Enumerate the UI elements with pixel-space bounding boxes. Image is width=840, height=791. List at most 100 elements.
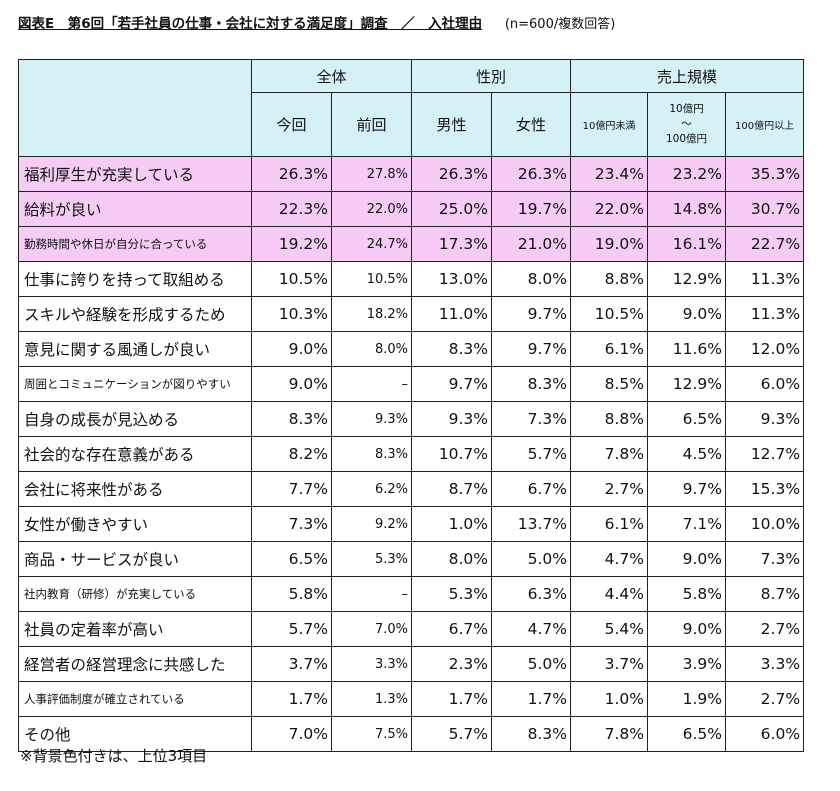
value-cell: 5.7% [251,611,332,647]
value-cell: 1.7% [491,681,572,717]
value-cell: 15.3% [725,471,805,507]
value-cell: 9.0% [251,331,332,367]
table-row: 仕事に誇りを持って取組める 10.5% 10.5% 13.0% 8.0% 8.8% 12.9… [18,261,805,297]
table-row: その他 7.0% 7.5% 5.7% 8.3% 7.8% 6.5% 6.0% [18,716,805,752]
value-cell: – [330,366,413,402]
value-cell: 9.3% [725,401,805,437]
value-cell: 1.3% [330,681,413,717]
row-label: 商品・サービスが良い [18,541,252,577]
value-cell: 2.7% [725,611,805,647]
value-cell: 22.7% [725,226,805,262]
group-header-sales: 売上規模 [570,59,805,93]
value-cell: 1.7% [411,681,493,717]
table-row: 人事評価制度が確立されている 1.7% 1.3% 1.7% 1.7% 1.0% 1.9% 2.… [18,681,805,717]
value-cell: 13.0% [411,261,493,297]
value-cell: 35.3% [725,156,805,192]
col-header-previous: 前回 [330,92,413,157]
value-cell: 26.3% [491,156,572,192]
value-cell: 4.5% [647,436,727,472]
value-cell: 13.7% [491,506,572,542]
value-cell: 19.7% [491,191,572,227]
value-cell: 17.3% [411,226,493,262]
value-cell: 10.3% [251,296,332,332]
value-cell: 3.3% [725,646,805,682]
footnote: ※背景色付きは、上位3項目 [20,747,208,765]
value-cell: 6.1% [570,506,649,542]
row-label: 社会的な存在意義がある [18,436,252,472]
value-cell: 8.0% [330,331,413,367]
value-cell: 21.0% [491,226,572,262]
table-row: 社員の定着率が高い 5.7% 7.0% 6.7% 4.7% 5.4% 9.0% 2.7% [18,611,805,647]
value-cell: 12.9% [647,366,727,402]
value-cell: 9.2% [330,506,413,542]
value-cell: 9.7% [491,331,572,367]
value-cell: 1.0% [570,681,649,717]
value-cell: 27.8% [330,156,413,192]
value-cell: 8.3% [251,401,332,437]
satisfaction-table: 全体 性別 売上規模 今回 前回 男性 女性 10億円未満 10億円 ～ 100… [18,59,805,752]
row-label: 経営者の経営理念に共感した [18,646,252,682]
value-cell: 12.9% [647,261,727,297]
value-cell: 9.0% [647,611,727,647]
value-cell: 22.0% [570,191,649,227]
row-label: 意見に関する風通しが良い [18,331,252,367]
row-label: 周囲とコミュニケーションが図りやすい [18,366,252,402]
value-cell: 5.8% [647,576,727,612]
row-label: 女性が働きやすい [18,506,252,542]
value-cell: 9.0% [647,541,727,577]
value-cell: 7.0% [330,611,413,647]
value-cell: 14.8% [647,191,727,227]
value-cell: 5.3% [330,541,413,577]
table-row: 経営者の経営理念に共感した 3.7% 3.3% 2.3% 5.0% 3.7% 3.9% 3.3… [18,646,805,682]
value-cell: 9.7% [647,471,727,507]
value-cell: 12.7% [725,436,805,472]
value-cell: 1.0% [411,506,493,542]
value-cell: 7.8% [570,716,649,752]
value-cell: 19.2% [251,226,332,262]
row-label: 自身の成長が見込める [18,401,252,437]
value-cell: 9.7% [411,366,493,402]
value-cell: 9.0% [647,296,727,332]
value-cell: 10.5% [330,261,413,297]
value-cell: 10.5% [251,261,332,297]
value-cell: 8.7% [411,471,493,507]
table-row: 会社に将来性がある 7.7% 6.2% 8.7% 6.7% 2.7% 9.7% 15.3% [18,471,805,507]
value-cell: 19.0% [570,226,649,262]
value-cell: 8.0% [491,261,572,297]
header-column-row: 今回 前回 男性 女性 10億円未満 10億円 ～ 100億円 100億円以上 [19,92,805,157]
figure-title: 図表E 第6回「若手社員の仕事・会社に対する満足度」調査 ／ 入社理由 (n=6… [18,12,615,32]
value-cell: 26.3% [251,156,332,192]
row-label: 仕事に誇りを持って取組める [18,261,252,297]
figure-title-main: 図表E 第6回「若手社員の仕事・会社に対する満足度」調査 ／ 入社理由 [18,16,483,32]
value-cell: 26.3% [411,156,493,192]
row-label: 勤務時間や休日が自分に合っている [18,226,252,262]
value-cell: 5.0% [491,541,572,577]
row-label: 福利厚生が充実している [18,156,252,192]
value-cell: 4.7% [491,611,572,647]
value-cell: 5.4% [570,611,649,647]
value-cell: 5.3% [411,576,493,612]
col-header-current: 今回 [251,92,332,157]
value-cell: 8.8% [570,401,649,437]
value-cell: 8.3% [411,331,493,367]
table-row: 社会的な存在意義がある 8.2% 8.3% 10.7% 5.7% 7.8% 4.5% 12.7… [18,436,805,472]
value-cell: 4.4% [570,576,649,612]
value-cell: 6.7% [411,611,493,647]
value-cell: 5.7% [491,436,572,472]
table-row: 商品・サービスが良い 6.5% 5.3% 8.0% 5.0% 4.7% 9.0% 7.3% [18,541,805,577]
value-cell: 8.8% [570,261,649,297]
value-cell: 6.0% [725,716,805,752]
value-cell: 24.7% [330,226,413,262]
table-row: 自身の成長が見込める 8.3% 9.3% 9.3% 7.3% 8.8% 6.5% 9.3% [18,401,805,437]
value-cell: 3.7% [570,646,649,682]
row-label: 給料が良い [18,191,252,227]
value-cell: 5.0% [491,646,572,682]
value-cell: 6.5% [251,541,332,577]
value-cell: 4.7% [570,541,649,577]
value-cell: 9.3% [411,401,493,437]
value-cell: 18.2% [330,296,413,332]
value-cell: 9.0% [251,366,332,402]
value-cell: 30.7% [725,191,805,227]
group-header-gender: 性別 [411,59,572,93]
header-group-row: 全体 性別 売上規模 [18,59,805,157]
